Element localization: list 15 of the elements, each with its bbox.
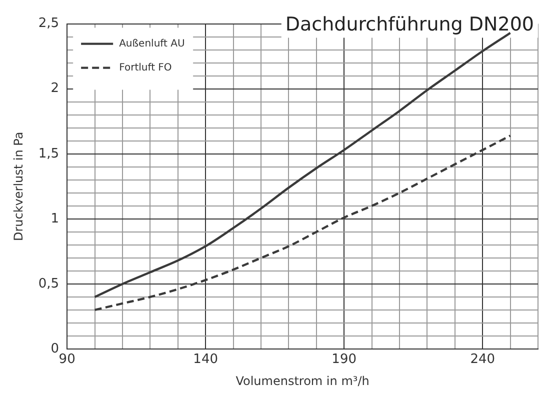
y-axis-title: Druckverlust in Pa <box>11 132 26 242</box>
y-tick-label: 2,5 <box>38 16 60 32</box>
y-tick-label: 0 <box>50 341 60 356</box>
x-tick-label: 90 <box>58 352 76 368</box>
legend-label: Außenluft AU <box>119 38 185 50</box>
x-tick-label: 140 <box>193 352 218 368</box>
x-tick-label: 240 <box>470 352 496 368</box>
y-tick-label: 0,5 <box>38 276 60 292</box>
y-tick-label: 2 <box>50 81 60 96</box>
legend-label: Fortluft FO <box>119 62 172 74</box>
x-axis-title: Volumenstrom in m³/h <box>236 374 370 388</box>
y-tick-label: 1 <box>50 211 60 226</box>
chart-title: Dachdurchführung DN200 <box>285 14 534 36</box>
x-tick-label: 190 <box>332 352 357 368</box>
y-tick-label: 1,5 <box>38 146 60 162</box>
